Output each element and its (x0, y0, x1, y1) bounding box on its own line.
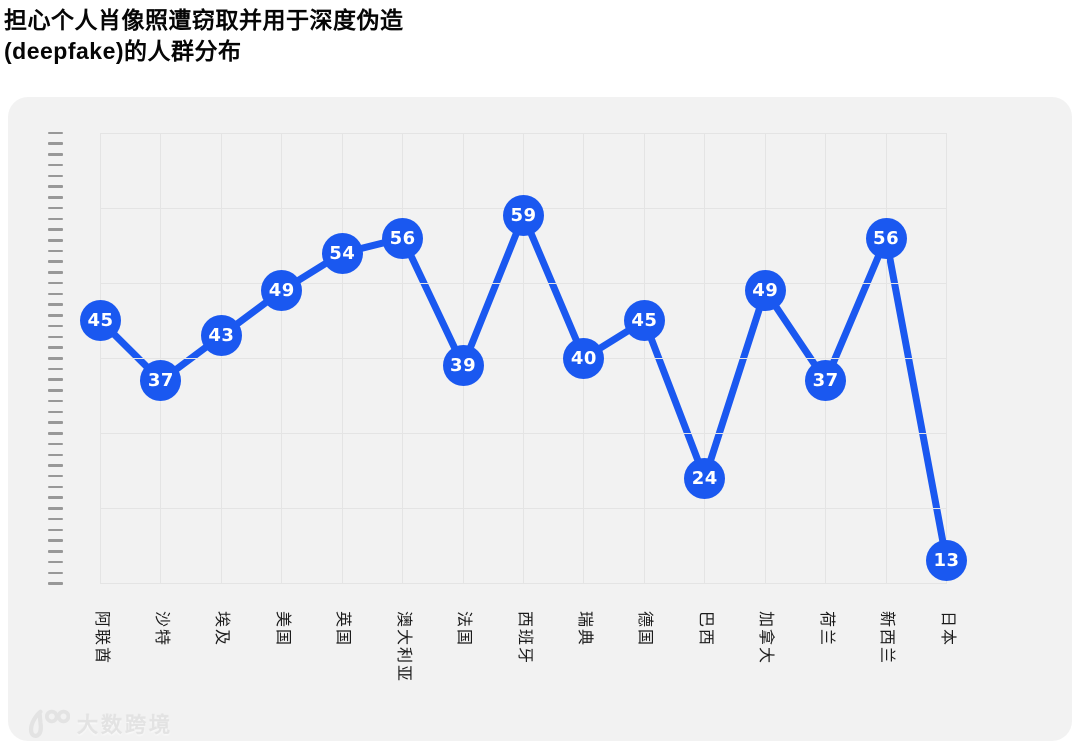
chart-title-line2: (deepfake)的人群分布 (4, 38, 242, 64)
chart-title: 担心个人肖像照遭窃取并用于深度伪造 (deepfake)的人群分布 (4, 5, 404, 67)
watermark-text: 大数跨境 (77, 714, 173, 737)
chart-title-line1: 担心个人肖像照遭窃取并用于深度伪造 (4, 7, 404, 33)
watermark: 大数跨境 (26, 708, 173, 740)
chart-card (8, 97, 1072, 741)
watermark-logo-icon (28, 709, 70, 738)
